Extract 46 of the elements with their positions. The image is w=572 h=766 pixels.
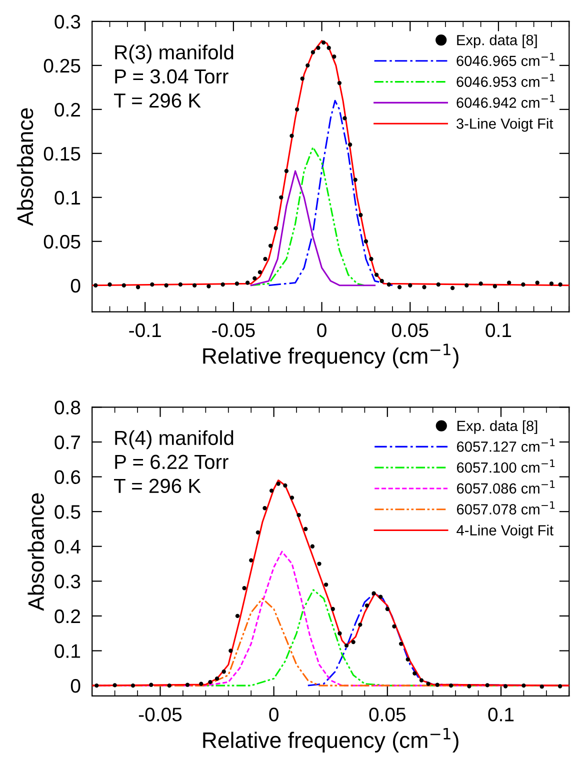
x-tick-label: 0.1	[488, 708, 514, 722]
y-tick-label: 0.3	[54, 574, 80, 588]
x-tick-label: -0.1	[129, 323, 161, 338]
legend-label: 4-Line Voigt Fit	[456, 524, 554, 538]
x-tick-label: 0	[269, 708, 278, 722]
legend-label: 6046.953 cm$^{−1}$	[456, 74, 555, 87]
y-tick-label: 0.05	[44, 234, 80, 249]
y-tick-label: 0.8	[54, 400, 80, 414]
annotation: T = 296 K	[114, 93, 201, 108]
annotation: T = 296 K	[114, 478, 201, 494]
x-tick-label: -0.05	[212, 323, 255, 338]
x-tick-label: 0.05	[392, 323, 428, 338]
legend-label: 6057.086 cm$^{−1}$	[457, 480, 555, 494]
y-tick-label: 0	[70, 278, 80, 293]
legend-label: 6057.100 cm$^{−1}$	[457, 460, 555, 473]
x-axis-title: Relative frequency (cm$^{−1}$)	[203, 344, 458, 368]
legend-label: 6046.942 cm$^{−1}$	[456, 94, 555, 108]
y-tick-label: 0.6	[54, 470, 80, 484]
x-tick-label: 0.05	[369, 708, 406, 722]
y-tick-label: 0.25	[44, 58, 80, 73]
y-axis-title: Absorbance	[28, 493, 44, 611]
x-axis-title: Relative frequency (cm$^{−1}$)	[203, 728, 458, 752]
y-tick-label: 0.1	[54, 190, 80, 205]
legend-label: 6057.078 cm$^{−1}$	[457, 501, 555, 514]
y-tick-label: 0.3	[54, 14, 80, 29]
x-tick-label: -0.05	[138, 708, 182, 722]
legend-label: Exp. data [8]	[457, 34, 537, 48]
y-tick-label: 0.5	[54, 505, 80, 519]
y-tick-label: 0.1	[54, 644, 80, 658]
legend-label: Exp. data [8]	[457, 420, 538, 434]
y-tick-label: 0.2	[54, 102, 80, 117]
annotation: P = 3.04 Torr	[115, 69, 228, 84]
legend-label: 6046.965 cm$^{−1}$	[456, 52, 555, 66]
annotation: R(3) manifold	[115, 44, 234, 64]
y-tick-label: 0	[70, 679, 80, 693]
y-tick-label: 0.4	[54, 540, 80, 554]
annotation: P = 6.22 Torr	[115, 454, 228, 470]
legend-label: 6057.127 cm$^{−1}$	[457, 438, 555, 452]
annotation: R(4) manifold	[115, 430, 234, 450]
y-tick-label: 0.15	[44, 146, 80, 161]
x-tick-label: 0	[317, 323, 326, 338]
legend-label: 3-Line Voigt Fit	[456, 118, 554, 132]
y-tick-label: 0.7	[54, 435, 80, 450]
x-tick-label: 0.1	[486, 323, 512, 338]
y-tick-label: 0.2	[54, 609, 80, 624]
y-axis-title: Absorbance	[16, 108, 34, 226]
